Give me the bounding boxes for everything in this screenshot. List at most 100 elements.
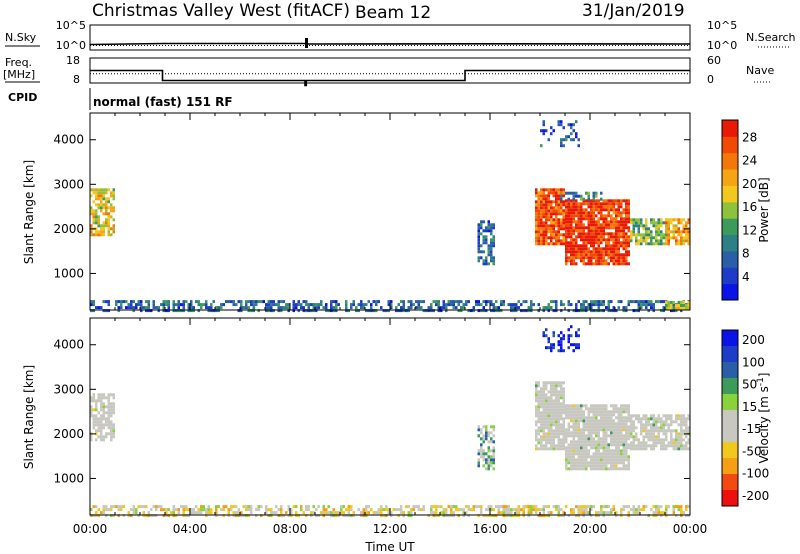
scatter-cell [600,419,603,423]
scatter-cell [652,309,655,313]
scatter-cell [145,505,148,509]
colorbar-tick-label: 16 [742,200,757,214]
scatter-cell [622,247,625,251]
scatter-cell [570,244,573,248]
scatter-cell [497,511,500,515]
noise-sky-trace [89,42,691,46]
scatter-cell [110,438,113,442]
scatter-cell [607,416,610,420]
scatter-cell [167,306,170,310]
nsearch-label: N.Search [746,31,796,44]
colorbar-swatch [722,330,738,347]
scatter-cell [565,431,568,435]
scatter-cell [625,244,628,248]
scatter-cell [577,407,580,411]
scatter-cell [477,428,480,432]
scatter-cell [612,262,615,266]
scatter-cell [147,309,150,313]
scatter-cell [110,429,113,433]
scatter-cell [612,211,615,215]
scatter-cell [555,432,558,436]
scatter-cell [572,404,575,408]
scatter-cell [677,233,680,237]
scatter-cell [407,300,410,304]
scatter-cell [530,300,533,304]
scatter-cell [592,214,595,218]
scatter-cell [557,420,560,424]
scatter-cell [395,306,398,310]
scatter-cell [677,447,680,451]
scatter-cell [495,505,498,509]
scatter-cell [545,411,548,415]
scatter-cell [590,211,593,215]
scatter-cell [402,303,405,307]
scatter-cell [445,306,448,310]
scatter-cell [547,447,550,451]
scatter-cell [592,253,595,257]
scatter-cell [100,230,103,234]
scatter-cell [415,505,418,509]
scatter-cell [517,300,520,304]
scatter-cell [630,441,633,445]
scatter-cell [572,226,575,230]
scatter-cell [610,217,613,221]
scatter-cell [555,444,558,448]
scatter-cell [540,224,543,228]
scatter-cell [557,120,560,124]
scatter-cell [462,303,465,307]
scatter-cell [110,209,113,213]
scatter-cell [645,224,648,228]
scatter-cell [567,404,570,408]
scatter-cell [650,508,653,512]
scatter-cell [595,410,598,414]
scatter-cell [307,508,310,512]
scatter-cell [172,505,175,509]
scatter-cell [402,300,405,304]
scatter-cell [90,212,93,216]
scatter-cell [445,309,448,313]
colorbar-tick-label: 15 [742,400,757,414]
scatter-cell [572,262,575,266]
scatter-cell [602,511,605,515]
scatter-cell [345,309,348,313]
colorbar-swatch [722,346,738,363]
scatter-cell [642,505,645,509]
scatter-cell [92,212,95,216]
scatter-cell [610,309,613,313]
scatter-cell [365,508,368,512]
scatter-cell [600,217,603,221]
scatter-cell [575,431,578,435]
scatter-cell [172,511,175,515]
scatter-cell [557,239,560,243]
scatter-cell [567,467,570,471]
scatter-cell [622,505,625,509]
scatter-cell [112,505,115,509]
scatter-cell [685,233,688,237]
scatter-cell [600,422,603,426]
scatter-cell [570,220,573,224]
scatter-cell [517,306,520,310]
scatter-cell [142,306,145,310]
scatter-cell [585,422,588,426]
scatter-cell [600,416,603,420]
scatter-cell [642,429,645,433]
scatter-cell [492,235,495,239]
scatter-cell [580,253,583,257]
scatter-cell [125,300,128,304]
scatter-cell [585,505,588,509]
scatter-cell [567,232,570,236]
scatter-cell [317,303,320,307]
scatter-cell [427,306,430,310]
velocity-x-axis: 00:00 04:00 08:00 12:00 16:00 20:00 00:00 [73,318,707,536]
scatter-cell [557,511,560,515]
scatter-cell [670,306,673,310]
scatter-cell [672,224,675,228]
scatter-cell [105,514,108,518]
scatter-cell [210,306,213,310]
scatter-cell [535,215,538,219]
scatter-cell [537,420,540,424]
scatter-cell [655,441,658,445]
scatter-cell [605,461,608,465]
scatter-cell [540,399,543,403]
scatter-cell [325,306,328,310]
